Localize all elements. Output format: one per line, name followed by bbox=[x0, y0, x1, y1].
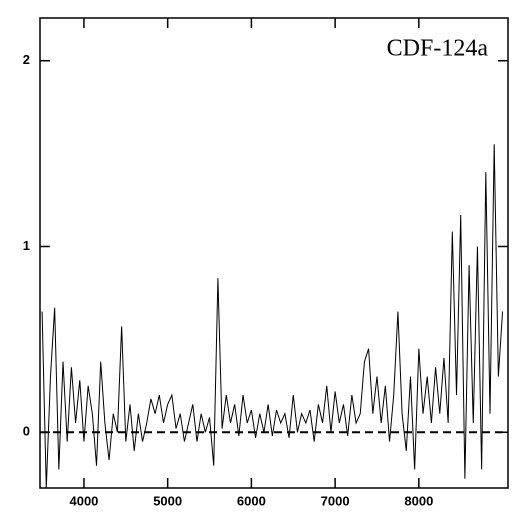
x-tick-label: 4000 bbox=[69, 493, 98, 508]
x-tick-label: 5000 bbox=[153, 493, 182, 508]
annotation: CDF-124a bbox=[387, 36, 489, 62]
x-tick-label: 8000 bbox=[404, 493, 433, 508]
y-tick-label: 0 bbox=[23, 424, 30, 439]
y-tick-label: 1 bbox=[23, 238, 30, 253]
x-tick-label: 7000 bbox=[321, 493, 350, 508]
x-tick-label: 6000 bbox=[237, 493, 266, 508]
y-tick-label: 2 bbox=[23, 52, 30, 67]
plot-frame bbox=[39, 17, 509, 489]
spectrum-line bbox=[41, 144, 504, 489]
